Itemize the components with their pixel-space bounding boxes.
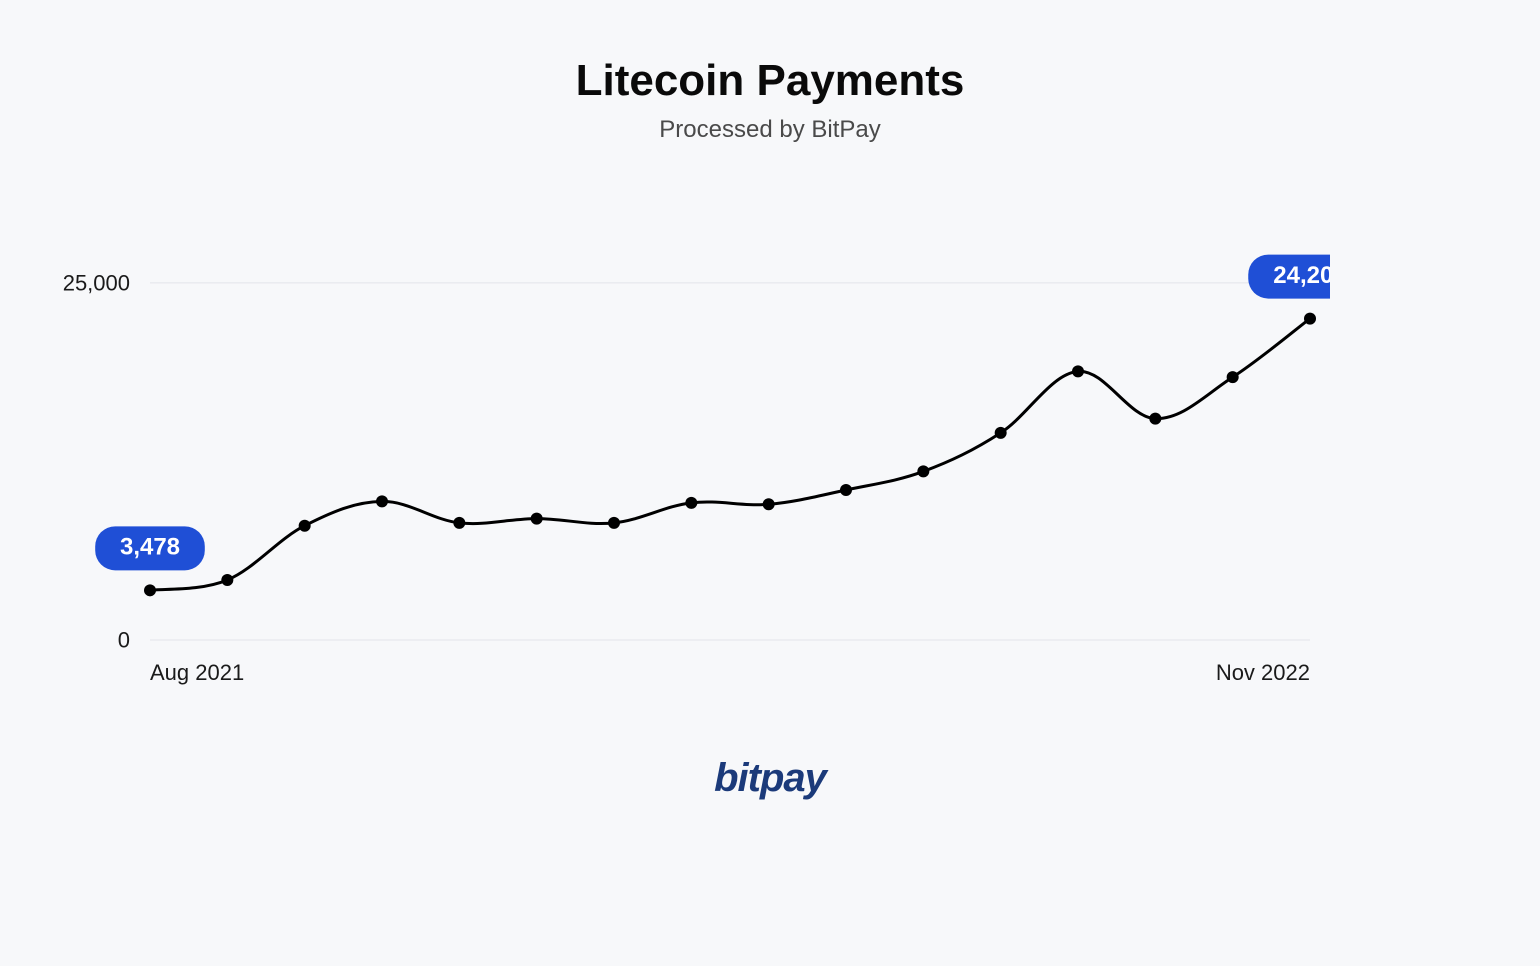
data-marker [376,495,388,507]
data-marker [221,574,233,586]
page-container: Litecoin Payments Processed by BitPay 0 2… [0,0,1540,966]
brand-logo: bitpay [714,756,826,801]
y-axis-label: 25,000 [63,271,130,296]
chart-svg: 0 25,000 Aug 2021 Nov 2022 3,478 24,207 [30,240,1330,700]
data-marker [763,498,775,510]
data-marker [995,427,1007,439]
data-marker [1227,371,1239,383]
data-marker [299,520,311,532]
data-marker [144,584,156,596]
data-marker [531,513,543,525]
data-marker [608,517,620,529]
data-marker [1072,365,1084,377]
y-axis-label: 0 [118,628,130,653]
data-marker [1304,313,1316,325]
data-marker [1149,413,1161,425]
data-marker [685,497,697,509]
chart-title: Litecoin Payments [0,56,1540,106]
data-marker [840,484,852,496]
data-marker [917,465,929,477]
chart-area: 0 25,000 Aug 2021 Nov 2022 3,478 24,207 [30,240,1330,700]
data-line [150,319,1310,591]
x-axis-label: Aug 2021 [150,660,244,685]
value-pill-text: 24,207 [1273,262,1330,289]
chart-subtitle: Processed by BitPay [0,116,1540,144]
x-axis-label: Nov 2022 [1216,660,1310,685]
data-marker [453,517,465,529]
value-pill-text: 3,478 [120,534,180,561]
